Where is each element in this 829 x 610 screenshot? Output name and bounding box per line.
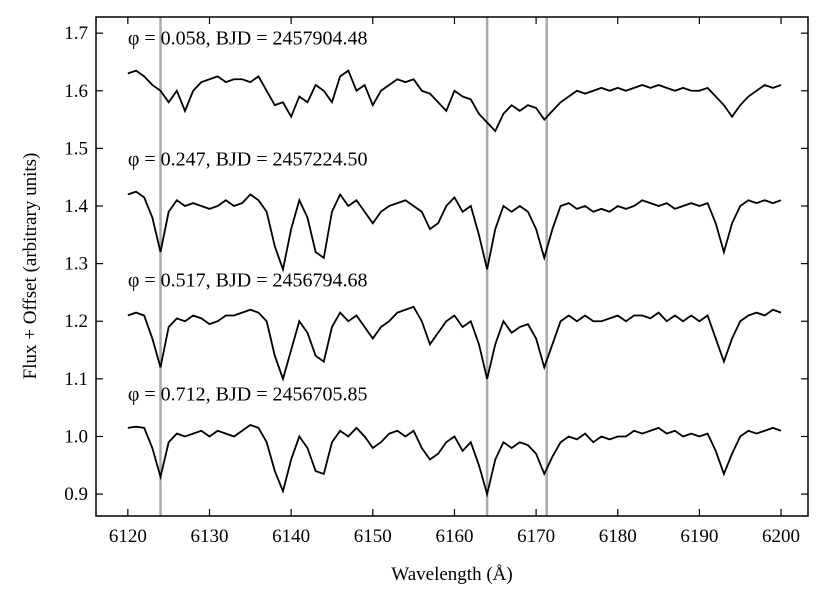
series-annotation: φ = 0.247, BJD = 2457224.50 <box>128 149 368 171</box>
y-tick-label: 0.9 <box>64 484 88 505</box>
y-tick-label: 1.0 <box>64 426 88 447</box>
x-tick-label: 6170 <box>517 526 555 547</box>
x-tick-label: 6150 <box>354 526 392 547</box>
x-tick-label: 6130 <box>190 526 228 547</box>
y-axis-label: Flux + Offset (arbitrary units) <box>20 153 41 380</box>
x-tick-label: 6140 <box>272 526 310 547</box>
y-tick-label: 1.3 <box>64 254 88 275</box>
spectrum-line <box>127 69 782 133</box>
plot-frame <box>95 16 809 517</box>
x-tick-label: 6190 <box>680 526 718 547</box>
series-annotation: φ = 0.712, BJD = 2456705.85 <box>128 384 368 406</box>
spectrum-line <box>127 305 782 382</box>
spectrum-line <box>127 190 782 273</box>
x-tick-label: 6120 <box>109 526 147 547</box>
x-tick-label: 6180 <box>599 526 637 547</box>
series-annotation: φ = 0.058, BJD = 2457904.48 <box>128 28 368 50</box>
series-annotation: φ = 0.517, BJD = 2456794.68 <box>128 270 368 292</box>
y-tick-label: 1.5 <box>64 138 88 159</box>
y-tick-label: 1.6 <box>64 81 88 102</box>
x-tick-label: 6160 <box>435 526 473 547</box>
x-axis-label: Wavelength (Å) <box>391 564 512 585</box>
y-tick-label: 1.4 <box>64 196 88 217</box>
y-tick-label: 1.7 <box>64 23 88 44</box>
x-tick-label: 6200 <box>762 526 800 547</box>
y-tick-label: 1.1 <box>64 369 88 390</box>
y-tick-label: 1.2 <box>64 311 88 332</box>
spectrum-line <box>127 423 782 498</box>
